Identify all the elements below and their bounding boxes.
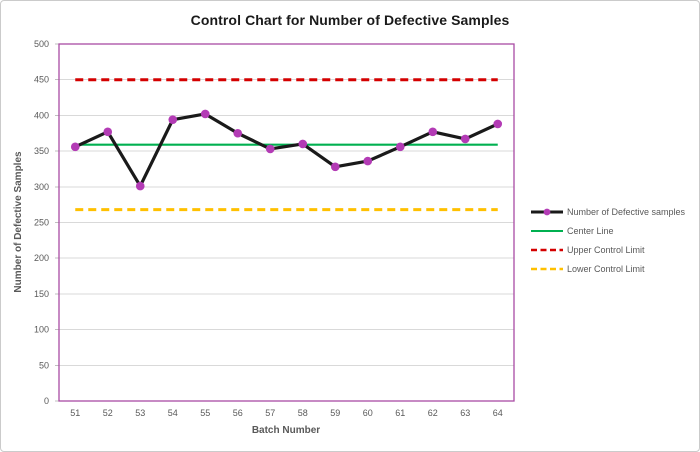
data-point-marker (363, 156, 373, 166)
y-axis-title: Number of Defective Samples (13, 151, 24, 293)
x-tick-label: 58 (298, 408, 308, 418)
y-tick-label: 200 (34, 253, 49, 263)
chart-title: Control Chart for Number of Defective Sa… (190, 12, 510, 28)
plot-border (58, 43, 515, 402)
x-tick-label: 63 (460, 408, 470, 418)
data-point-marker (135, 181, 145, 191)
data-point-marker (233, 128, 243, 138)
x-tick-label: 59 (330, 408, 340, 418)
legend-marker (543, 208, 551, 216)
y-tick-label: 500 (34, 39, 49, 49)
series-layer (70, 78, 503, 212)
y-tick-label: 300 (34, 182, 49, 192)
y-tick-label: 350 (34, 146, 49, 156)
legend-label: Number of Defective samples (567, 207, 686, 217)
x-tick-label: 53 (135, 408, 145, 418)
legend-label: Upper Control Limit (567, 245, 645, 255)
data-point-marker (460, 134, 470, 144)
data-point-marker (428, 127, 438, 137)
x-tick-label: 52 (103, 408, 113, 418)
data-line (73, 112, 500, 188)
legend-item: Number of Defective samples (531, 205, 685, 219)
x-tick-label: 61 (395, 408, 405, 418)
data-point-marker (493, 119, 503, 129)
x-tick-label: 57 (265, 408, 275, 418)
legend-swatch (531, 248, 563, 252)
x-axis-title: Batch Number (252, 425, 320, 436)
grid-layer (55, 43, 515, 402)
data-point-marker (70, 142, 80, 152)
legend-swatch (531, 267, 563, 271)
data-point-marker (298, 139, 308, 149)
x-tick-label: 60 (363, 408, 373, 418)
y-tick-label: 450 (34, 75, 49, 85)
axis-layer: 0 50 100 150 200 250 300 350 400 450 500 51 52 53 54 55… (34, 39, 503, 418)
data-point-marker (200, 109, 210, 119)
x-tick-label: 55 (200, 408, 210, 418)
y-tick-label: 400 (34, 110, 49, 120)
x-tick-label: 51 (70, 408, 80, 418)
x-tick-label: 62 (428, 408, 438, 418)
data-point-marker (103, 127, 113, 137)
y-tick-label: 100 (34, 325, 49, 335)
x-tick-label: 56 (233, 408, 243, 418)
legend: Number of Defective samples Center Line Up… (531, 205, 685, 276)
y-tick-label: 250 (34, 218, 49, 228)
y-tick-label: 50 (39, 360, 49, 370)
legend-item: Upper Control Limit (531, 243, 685, 257)
y-tick-label: 150 (34, 289, 49, 299)
data-point-marker (330, 162, 340, 172)
legend-label: Center Line (567, 226, 614, 236)
y-tick-label: 0 (44, 396, 49, 406)
data-point-marker (265, 144, 275, 154)
legend-item: Lower Control Limit (531, 262, 685, 276)
legend-swatch (531, 208, 563, 216)
legend-label: Lower Control Limit (567, 264, 645, 274)
legend-item: Center Line (531, 224, 685, 238)
data-point-marker (168, 115, 178, 124)
legend-swatch (531, 230, 563, 232)
x-tick-label: 64 (493, 408, 503, 418)
x-tick-label: 54 (168, 408, 178, 418)
data-point-marker (395, 142, 405, 152)
